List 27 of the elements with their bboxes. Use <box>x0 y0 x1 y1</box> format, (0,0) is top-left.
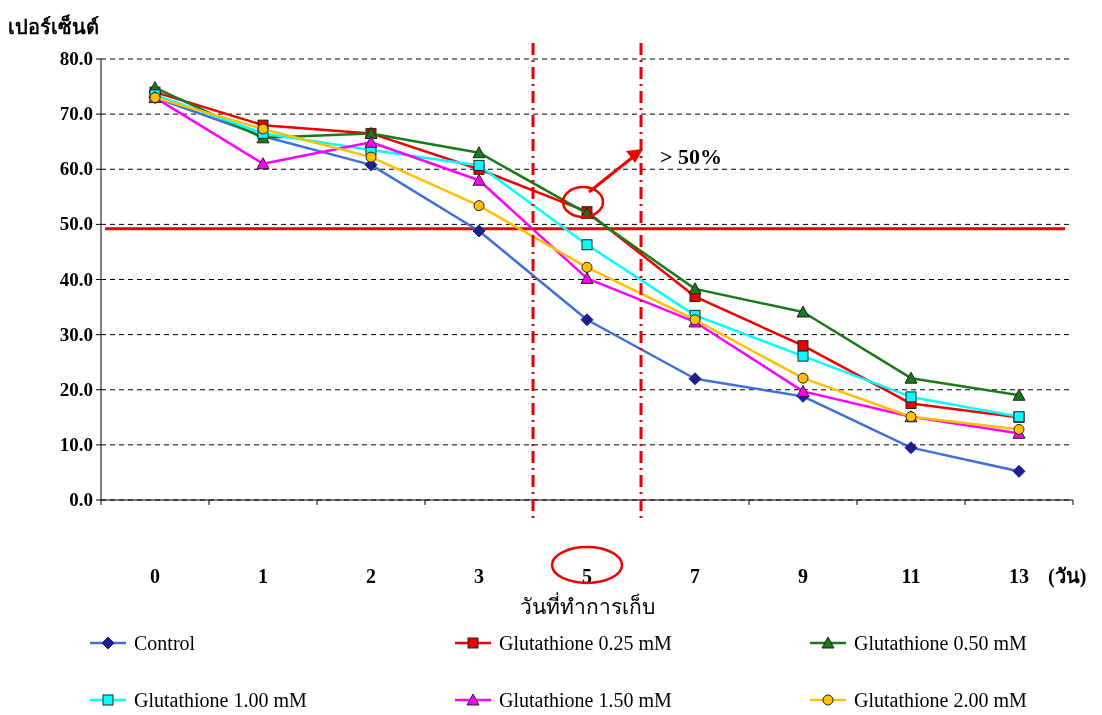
x-tick-label: 2 <box>366 565 376 587</box>
text: (วัน) <box>1048 565 1087 588</box>
x-tick-label: 9 <box>798 565 808 587</box>
x-tick-label: 13 <box>1009 565 1029 587</box>
legend-label: Glutathione 2.00 mM <box>854 689 1027 711</box>
x-tick-label: 3 <box>474 565 484 587</box>
y-tick-label: 20.0 <box>59 378 93 400</box>
y-tick-label: 80.0 <box>59 48 93 69</box>
x-tick-label: 11 <box>901 565 921 587</box>
y-tick-label: 0.0 <box>69 489 93 510</box>
legend-label: Control <box>134 632 196 654</box>
x-axis-title: วันที่ทำการเก็บ <box>519 592 655 619</box>
y-tick-label: 30.0 <box>59 323 93 345</box>
legend-label: Glutathione 0.50 mM <box>854 632 1027 654</box>
y-tick-label: 40.0 <box>59 268 93 290</box>
y-tick-label: 70.0 <box>59 103 93 125</box>
x-tick-label: 1 <box>258 565 268 587</box>
y-tick-label: 50.0 <box>59 213 93 235</box>
annotation: > 50% <box>660 144 723 169</box>
y-tick-label: 60.0 <box>59 158 93 180</box>
legend-label: Glutathione 1.50 mM <box>499 689 672 711</box>
y-tick-label: 10.0 <box>59 433 93 455</box>
y-axis-title: เปอร์เซ็นต์ <box>8 14 99 38</box>
legend-label: Glutathione 0.25 mM <box>499 632 672 654</box>
x-tick-label: 7 <box>690 565 700 587</box>
legend-label: Glutathione 1.00 mM <box>134 689 307 711</box>
x-tick-label: 0 <box>150 565 160 587</box>
